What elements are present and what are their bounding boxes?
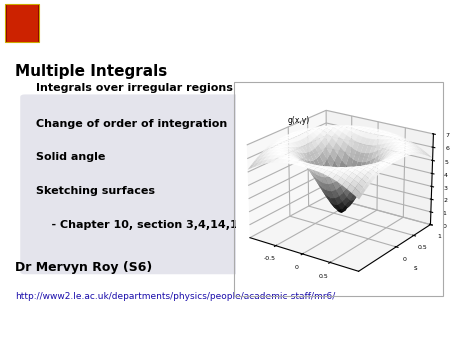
FancyBboxPatch shape <box>20 94 299 274</box>
Text: PA215: Many variables: PA215: Many variables <box>11 315 189 329</box>
Text: Change of order of integration: Change of order of integration <box>36 119 227 129</box>
Text: Leicester: Leicester <box>49 26 110 39</box>
Text: Multiple Integrals: Multiple Integrals <box>15 64 167 79</box>
Y-axis label: s: s <box>413 265 417 271</box>
Text: Dr Mervyn Roy (S6): Dr Mervyn Roy (S6) <box>15 261 152 274</box>
Text: http://www2.le.ac.uk/departments/physics/people/academic-staff/mr6/: http://www2.le.ac.uk/departments/physics… <box>15 292 335 301</box>
Text: - Chapter 10, section 3,4,14,15: - Chapter 10, section 3,4,14,15 <box>36 220 245 231</box>
Text: Integrals over irregular regions: Integrals over irregular regions <box>36 83 233 93</box>
Bar <box>7 4 38 23</box>
Text: University of: University of <box>49 10 89 15</box>
Text: Sketching surfaces: Sketching surfaces <box>36 186 155 196</box>
Bar <box>5 4 39 42</box>
Text: g(x,y): g(x,y) <box>288 116 310 125</box>
Text: Solid angle: Solid angle <box>36 152 105 162</box>
Bar <box>7 23 38 42</box>
